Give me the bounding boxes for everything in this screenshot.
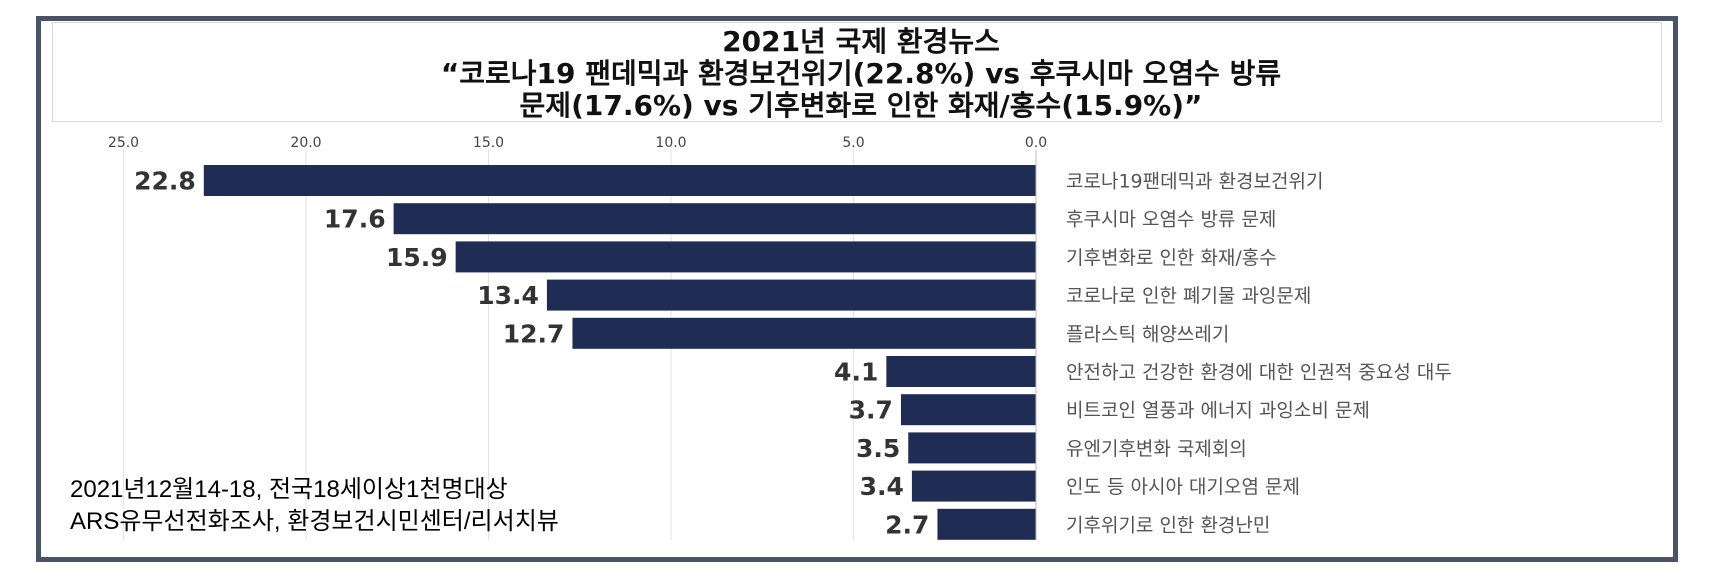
bar-value-label: 3.5 <box>856 434 900 463</box>
category-label: 코로나19팬데믹과 환경보건위기 <box>1066 171 1323 193</box>
bar <box>911 470 1036 502</box>
x-tick-label: 15.0 <box>473 135 504 151</box>
bar <box>203 165 1037 196</box>
bar-value-label: 12.7 <box>503 319 565 348</box>
x-tick-label: 5.0 <box>842 135 864 151</box>
bar <box>572 317 1036 349</box>
chart-subtitle-line1: “코로나19 팬데믹과 환경보건위기(22.8%) vs 후쿠시마 오염수 방류 <box>440 57 1282 90</box>
category-label: 유엔기후변화 국제회의 <box>1066 438 1247 460</box>
category-label: 인도 등 아시아 대기오염 문제 <box>1066 476 1300 498</box>
x-tick-label: 20.0 <box>290 135 321 151</box>
bar <box>546 279 1036 311</box>
chart-title: 2021년 국제 환경뉴스 <box>722 25 1000 58</box>
x-tick-label: 10.0 <box>655 135 686 151</box>
bar-value-label: 17.6 <box>324 205 386 234</box>
category-label: 비트코인 열풍과 에너지 과잉소비 문제 <box>1066 400 1370 422</box>
bar-value-label: 13.4 <box>477 281 539 310</box>
bar-value-label: 22.8 <box>134 167 196 196</box>
bar-value-label: 15.9 <box>386 243 448 272</box>
title-box <box>52 22 1662 122</box>
bar-value-label: 3.4 <box>860 472 904 501</box>
bar-value-label: 2.7 <box>885 510 929 539</box>
bar <box>455 241 1036 273</box>
survey-info-line1: 2021년12월14-18, 전국18세이상1천명대상 <box>70 476 508 503</box>
category-label: 기후위기로 인한 환경난민 <box>1066 514 1270 536</box>
x-tick-label: 25.0 <box>108 135 139 151</box>
bar <box>900 394 1036 426</box>
category-label: 후쿠시마 오염수 방류 문제 <box>1066 209 1276 231</box>
category-label: 코로나로 인한 폐기물 과잉문제 <box>1066 285 1311 307</box>
x-tick-label: 0.0 <box>1025 135 1047 151</box>
category-label: 플라스틱 해양쓰레기 <box>1066 323 1229 345</box>
category-label: 안전하고 건강한 환경에 대한 인권적 중요성 대두 <box>1066 362 1452 384</box>
chart-subtitle-line2: 문제(17.6%) vs 기후변화로 인한 화재/홍수(15.9%)” <box>519 89 1203 122</box>
survey-info-line2: ARS유무선전화조사, 환경보건시민센터/리서치뷰 <box>70 508 559 535</box>
bar <box>937 508 1036 540</box>
category-label: 기후변화로 인한 화재/홍수 <box>1066 247 1277 269</box>
bar <box>908 432 1036 464</box>
bar <box>886 356 1036 387</box>
bar-value-label: 4.1 <box>834 358 878 387</box>
bar-value-label: 3.7 <box>849 396 893 425</box>
bar <box>393 203 1037 235</box>
